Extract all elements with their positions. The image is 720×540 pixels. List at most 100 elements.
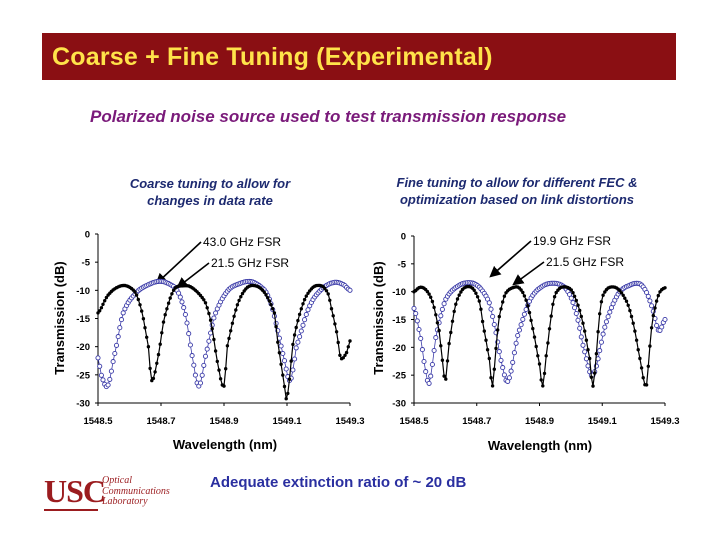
- right-point-19-9-ghz-fsr: [594, 352, 599, 356]
- left-point-43-0-ghz-fsr: [133, 290, 137, 294]
- right-point-21-5-ghz-fsr: [418, 335, 424, 342]
- right-point-21-5-ghz-fsr: [645, 293, 651, 299]
- left-point-21-5-ghz-fsr: [113, 342, 120, 348]
- left-point-43-0-ghz-fsr: [141, 317, 146, 321]
- right-point-19-9-ghz-fsr: [427, 292, 431, 296]
- right-caption-line1: Fine tuning to allow for different FEC &: [396, 175, 638, 190]
- left-point-43-0-ghz-fsr: [207, 311, 211, 316]
- left-point-43-0-ghz-fsr: [341, 356, 345, 360]
- left-y-tick-label: -5: [82, 258, 91, 269]
- left-point-21-5-ghz-fsr: [182, 311, 188, 318]
- right-point-19-9-ghz-fsr: [539, 378, 543, 382]
- right-point-21-5-ghz-fsr: [602, 324, 608, 330]
- right-point-21-5-ghz-fsr: [441, 301, 447, 307]
- left-point-43-0-ghz-fsr: [101, 302, 105, 306]
- right-point-19-9-ghz-fsr: [475, 295, 480, 299]
- right-point-21-5-ghz-fsr: [662, 316, 668, 323]
- right-point-21-5-ghz-fsr: [414, 318, 420, 324]
- right-point-19-9-ghz-fsr: [447, 341, 451, 346]
- left-chart: Transmission (dB) Wavelength (nm) 43.0 G…: [52, 235, 289, 452]
- left-point-43-0-ghz-fsr: [348, 339, 352, 343]
- left-point-21-5-ghz-fsr: [110, 359, 116, 365]
- left-point-21-5-ghz-fsr: [278, 343, 284, 349]
- left-point-43-0-ghz-fsr: [328, 298, 332, 302]
- right-point-19-9-ghz-fsr: [641, 376, 645, 380]
- left-point-43-0-ghz-fsr: [205, 306, 209, 310]
- left-point-43-0-ghz-fsr: [98, 309, 102, 313]
- right-point-21-5-ghz-fsr: [421, 358, 427, 365]
- left-point-21-5-ghz-fsr: [105, 382, 111, 388]
- left-point-43-0-ghz-fsr: [104, 295, 109, 300]
- right-point-21-5-ghz-fsr: [433, 335, 439, 341]
- left-point-43-0-ghz-fsr: [286, 391, 290, 396]
- right-point-19-9-ghz-fsr: [578, 308, 582, 313]
- left-point-21-5-ghz-fsr: [117, 325, 123, 331]
- right-point-21-5-ghz-fsr: [605, 314, 611, 320]
- right-point-19-9-ghz-fsr: [542, 371, 547, 376]
- left-point-43-0-ghz-fsr: [234, 308, 238, 312]
- left-point-21-5-ghz-fsr: [118, 317, 125, 323]
- right-point-19-9-ghz-fsr: [599, 300, 604, 304]
- right-point-19-9-ghz-fsr: [534, 344, 538, 349]
- left-point-43-0-ghz-fsr: [289, 359, 293, 363]
- right-x-tick-label: 1549.1: [588, 416, 618, 427]
- right-caption-line2: optimization based on link distortions: [399, 192, 634, 207]
- right-point-19-9-ghz-fsr: [482, 329, 486, 333]
- left-point-43-0-ghz-fsr: [210, 327, 214, 331]
- right-point-19-9-ghz-fsr: [452, 309, 456, 314]
- left-point-43-0-ghz-fsr: [203, 301, 208, 305]
- left-ylabel: Transmission (dB): [52, 261, 67, 374]
- left-point-21-5-ghz-fsr: [280, 350, 286, 357]
- right-point-21-5-ghz-fsr: [506, 375, 512, 381]
- right-point-19-9-ghz-fsr: [480, 319, 485, 324]
- right-y-tick-label: -25: [392, 371, 406, 382]
- left-point-43-0-ghz-fsr: [326, 292, 330, 296]
- right-point-21-5-ghz-fsr: [583, 356, 589, 362]
- left-point-43-0-ghz-fsr: [267, 299, 272, 303]
- left-point-43-0-ghz-fsr: [297, 312, 302, 317]
- right-point-19-9-ghz-fsr: [631, 321, 635, 325]
- right-point-19-9-ghz-fsr: [442, 374, 446, 378]
- right-point-21-5-ghz-fsr: [510, 359, 516, 365]
- left-point-43-0-ghz-fsr: [146, 345, 151, 349]
- left-point-21-5-ghz-fsr: [95, 355, 101, 361]
- right-point-19-9-ghz-fsr: [649, 326, 654, 330]
- right-point-19-9-ghz-fsr: [497, 314, 501, 319]
- left-point-21-5-ghz-fsr: [197, 380, 204, 386]
- right-point-21-5-ghz-fsr: [438, 313, 444, 319]
- right-point-19-9-ghz-fsr: [536, 354, 540, 358]
- right-point-21-5-ghz-fsr: [511, 350, 517, 356]
- right-point-19-9-ghz-fsr: [546, 341, 550, 345]
- left-caption-line1: Coarse tuning to allow for: [129, 176, 291, 191]
- right-point-19-9-ghz-fsr: [455, 297, 460, 301]
- right-point-19-9-ghz-fsr: [547, 327, 552, 331]
- right-point-21-5-ghz-fsr: [603, 319, 609, 325]
- right-point-19-9-ghz-fsr: [593, 371, 597, 375]
- left-point-43-0-ghz-fsr: [202, 298, 206, 302]
- left-point-21-5-ghz-fsr: [191, 362, 197, 368]
- right-point-19-9-ghz-fsr: [633, 329, 637, 333]
- right-point-19-9-ghz-fsr: [621, 293, 625, 297]
- left-point-43-0-ghz-fsr: [301, 302, 305, 306]
- logo-line3: Laboratory: [102, 496, 148, 507]
- left-point-43-0-ghz-fsr: [218, 377, 223, 381]
- right-y-tick-label: -20: [392, 343, 406, 354]
- left-point-43-0-ghz-fsr: [212, 337, 216, 342]
- right-point-19-9-ghz-fsr: [532, 335, 537, 339]
- right-x-tick-label: 1548.9: [525, 416, 554, 427]
- left-point-43-0-ghz-fsr: [227, 336, 231, 341]
- left-x-tick-label: 1548.9: [209, 416, 238, 427]
- logo-lab-text: Optical Communications Laboratory: [102, 475, 170, 508]
- left-point-43-0-ghz-fsr: [134, 293, 139, 297]
- right-point-21-5-ghz-fsr: [498, 357, 504, 363]
- right-point-21-5-ghz-fsr: [500, 365, 506, 371]
- left-point-21-5-ghz-fsr: [112, 350, 118, 357]
- right-point-19-9-ghz-fsr: [437, 328, 441, 333]
- right-point-19-9-ghz-fsr: [519, 288, 523, 292]
- left-point-21-5-ghz-fsr: [204, 346, 210, 352]
- right-point-21-5-ghz-fsr: [426, 380, 432, 386]
- right-point-21-5-ghz-fsr: [649, 303, 655, 309]
- left-point-43-0-ghz-fsr: [138, 303, 142, 307]
- right-point-19-9-ghz-fsr: [623, 296, 627, 300]
- right-point-21-5-ghz-fsr: [439, 306, 445, 312]
